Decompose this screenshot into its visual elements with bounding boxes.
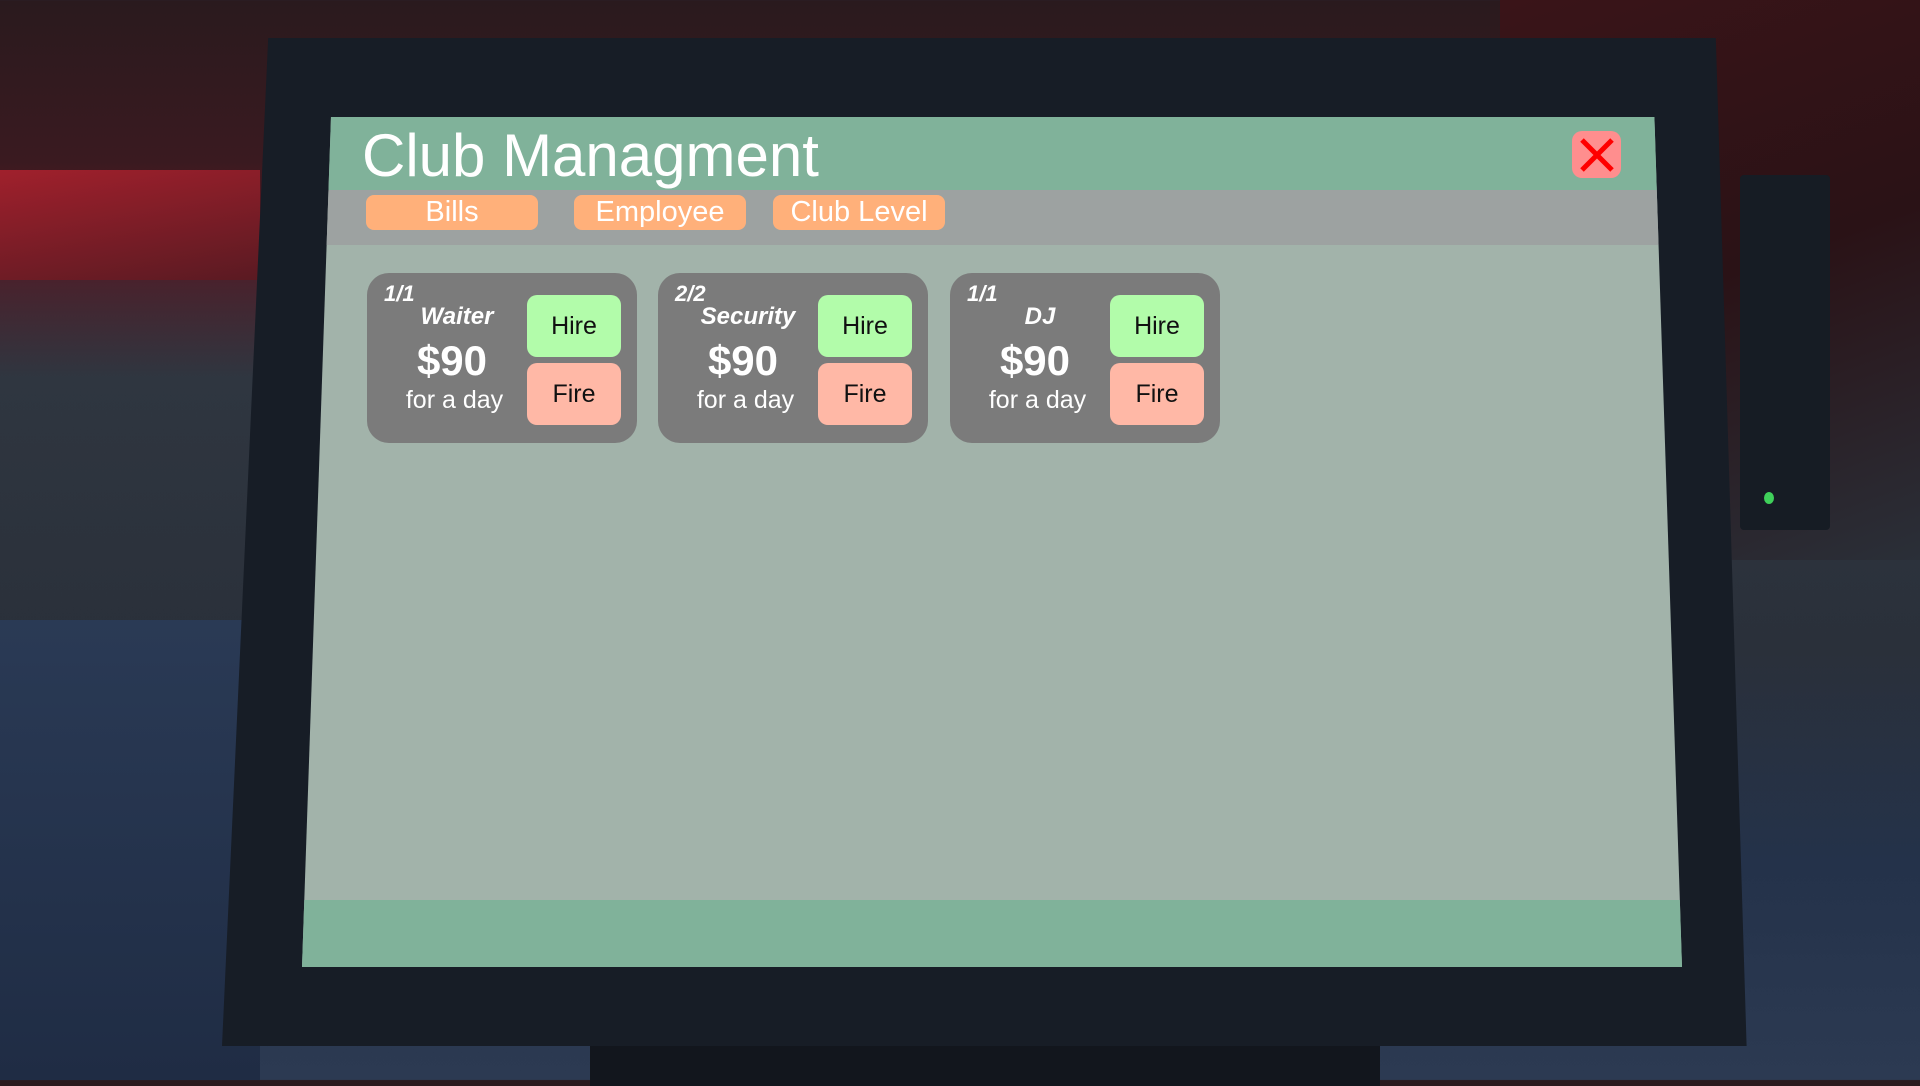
fire-waiter-button[interactable]: Fire bbox=[527, 363, 621, 425]
price-period: for a day bbox=[696, 386, 795, 414]
computer-tower bbox=[1740, 175, 1830, 530]
hire-security-button[interactable]: Hire bbox=[818, 295, 912, 357]
hire-dj-button[interactable]: Hire bbox=[1110, 295, 1204, 357]
employee-card-waiter: 1/1 Waiter $90 for a day Hire Fire bbox=[367, 273, 637, 443]
tab-club-level[interactable]: Club Level bbox=[773, 195, 945, 230]
window-title: Club Managment bbox=[362, 122, 819, 189]
background-scene-red-floor bbox=[0, 170, 260, 280]
price-period: for a day bbox=[405, 386, 504, 414]
employee-card-security: 2/2 Security $90 for a day Hire Fire bbox=[658, 273, 928, 443]
fire-dj-button[interactable]: Fire bbox=[1110, 363, 1204, 425]
header-bar: Club Managment bbox=[302, 117, 1682, 190]
employee-role: Waiter bbox=[420, 303, 494, 330]
tab-employee[interactable]: Employee bbox=[574, 195, 746, 230]
tab-bills[interactable]: Bills bbox=[366, 195, 538, 230]
hire-waiter-button[interactable]: Hire bbox=[527, 295, 621, 357]
employee-count: 1/1 bbox=[967, 281, 998, 306]
footer-bar bbox=[302, 900, 1682, 967]
employee-price: $90 bbox=[999, 337, 1071, 384]
employee-count: 1/1 bbox=[384, 281, 415, 306]
price-period: for a day bbox=[988, 386, 1087, 414]
club-management-window: Club Managment Bills Employee Club Level… bbox=[302, 117, 1682, 967]
tab-bar: Bills Employee Club Level bbox=[302, 190, 1682, 245]
close-button[interactable] bbox=[1572, 131, 1621, 178]
employee-role: DJ bbox=[1024, 303, 1056, 330]
employee-card-dj: 1/1 DJ $90 for a day Hire Fire bbox=[950, 273, 1220, 443]
employee-role: Security bbox=[700, 303, 796, 330]
monitor-stand bbox=[590, 1046, 1380, 1086]
employee-price: $90 bbox=[416, 337, 488, 384]
employee-panel: 1/1 Waiter $90 for a day Hire Fire 2/2 S… bbox=[302, 245, 1682, 900]
employee-count: 2/2 bbox=[675, 281, 706, 306]
employee-price: $90 bbox=[707, 337, 779, 384]
close-x-icon bbox=[1579, 137, 1614, 172]
background-scene-floor bbox=[0, 620, 260, 1080]
power-led-icon bbox=[1764, 492, 1774, 504]
fire-security-button[interactable]: Fire bbox=[818, 363, 912, 425]
